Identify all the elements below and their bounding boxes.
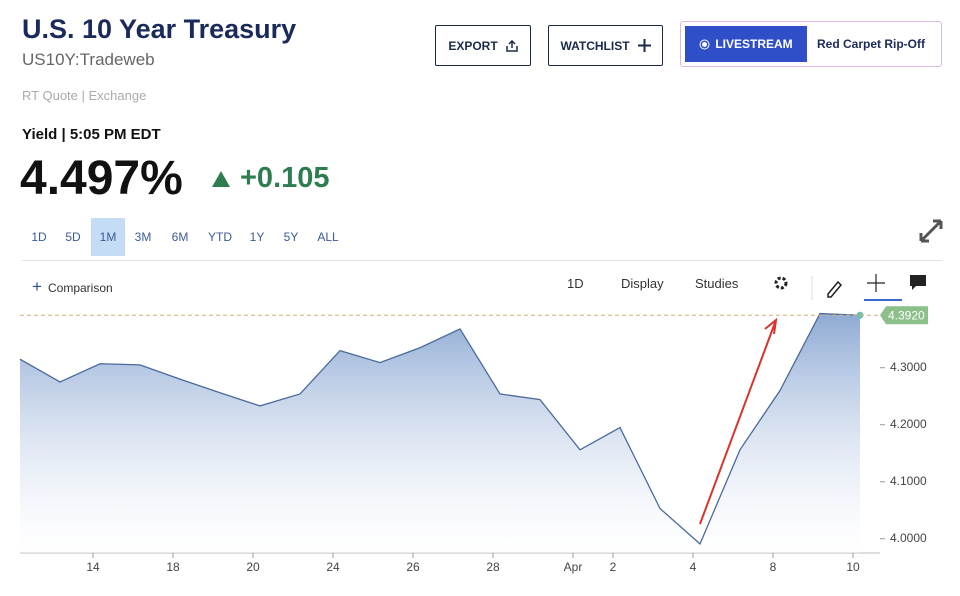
x-tick-label: 14 bbox=[86, 560, 100, 574]
livestream-box[interactable]: LIVESTREAM Red Carpet Rip-Off bbox=[680, 21, 942, 67]
display[interactable]: Display bbox=[621, 276, 664, 291]
price: 4.497% bbox=[20, 152, 183, 205]
export-icon bbox=[505, 39, 518, 52]
watchlist-label: WATCHLIST bbox=[560, 38, 630, 53]
y-tick-label: 4.3000 bbox=[890, 360, 927, 374]
range-button[interactable]: 3M bbox=[134, 230, 152, 244]
live-icon bbox=[699, 39, 710, 49]
range-button[interactable]: 1Y bbox=[249, 230, 265, 244]
range-button[interactable]: YTD bbox=[208, 230, 232, 244]
range-button[interactable]: 6M bbox=[171, 230, 189, 244]
export-label: EXPORT bbox=[448, 38, 498, 53]
range-button[interactable]: ALL bbox=[317, 230, 339, 244]
x-tick-label: 26 bbox=[406, 560, 420, 574]
range-button[interactable]: 1M bbox=[91, 218, 125, 256]
symbol: US10Y:Tradeweb bbox=[22, 50, 155, 69]
annotation-arrow bbox=[699, 317, 778, 525]
x-tick-label: 18 bbox=[166, 560, 180, 574]
last-price-label: 4.3920 bbox=[888, 308, 925, 322]
x-tick-label: 8 bbox=[770, 560, 777, 574]
x-tick-label: 20 bbox=[246, 560, 260, 574]
x-tick-label: 2 bbox=[610, 560, 617, 574]
plus-icon: + bbox=[32, 277, 42, 296]
divider bbox=[22, 260, 942, 261]
range-button[interactable]: 1D bbox=[31, 230, 47, 244]
y-tick-label: 4.0000 bbox=[890, 531, 927, 545]
quote-label: Yield | 5:05 PM EDT bbox=[22, 126, 161, 143]
title: U.S. 10 Year Treasury bbox=[22, 14, 297, 44]
x-tick-label: Apr bbox=[564, 560, 583, 574]
range-button[interactable]: 5D bbox=[65, 230, 81, 244]
expand-icon[interactable] bbox=[918, 218, 944, 244]
plus-icon bbox=[637, 39, 651, 52]
studies[interactable]: Studies bbox=[695, 276, 739, 291]
range-button[interactable]: 5Y bbox=[283, 230, 299, 244]
x-tick-label: 24 bbox=[326, 560, 340, 574]
x-tick-label: 4 bbox=[690, 560, 697, 574]
x-tick-label: 10 bbox=[846, 560, 860, 574]
area-fill bbox=[20, 313, 860, 553]
line bbox=[19, 312, 861, 545]
promo[interactable]: Red Carpet Rip-Off bbox=[817, 37, 925, 51]
y-tick-label: 4.2000 bbox=[890, 417, 927, 431]
livestream-label: LIVESTREAM bbox=[715, 37, 793, 51]
last-price-badge bbox=[880, 306, 928, 325]
tool-icons bbox=[774, 274, 926, 301]
comparison[interactable]: Comparison bbox=[48, 281, 113, 295]
x-tick-label: 28 bbox=[486, 560, 500, 574]
livestream-button[interactable]: LIVESTREAM bbox=[685, 26, 807, 62]
watchlist-button[interactable]: WATCHLIST bbox=[548, 25, 663, 66]
change: +0.105 bbox=[240, 162, 330, 194]
source: RT Quote | Exchange bbox=[22, 88, 147, 103]
up-arrow bbox=[212, 171, 230, 187]
y-tick-label: 4.1000 bbox=[890, 474, 927, 488]
interval[interactable]: 1D bbox=[567, 276, 584, 291]
export-button[interactable]: EXPORT bbox=[435, 25, 531, 66]
